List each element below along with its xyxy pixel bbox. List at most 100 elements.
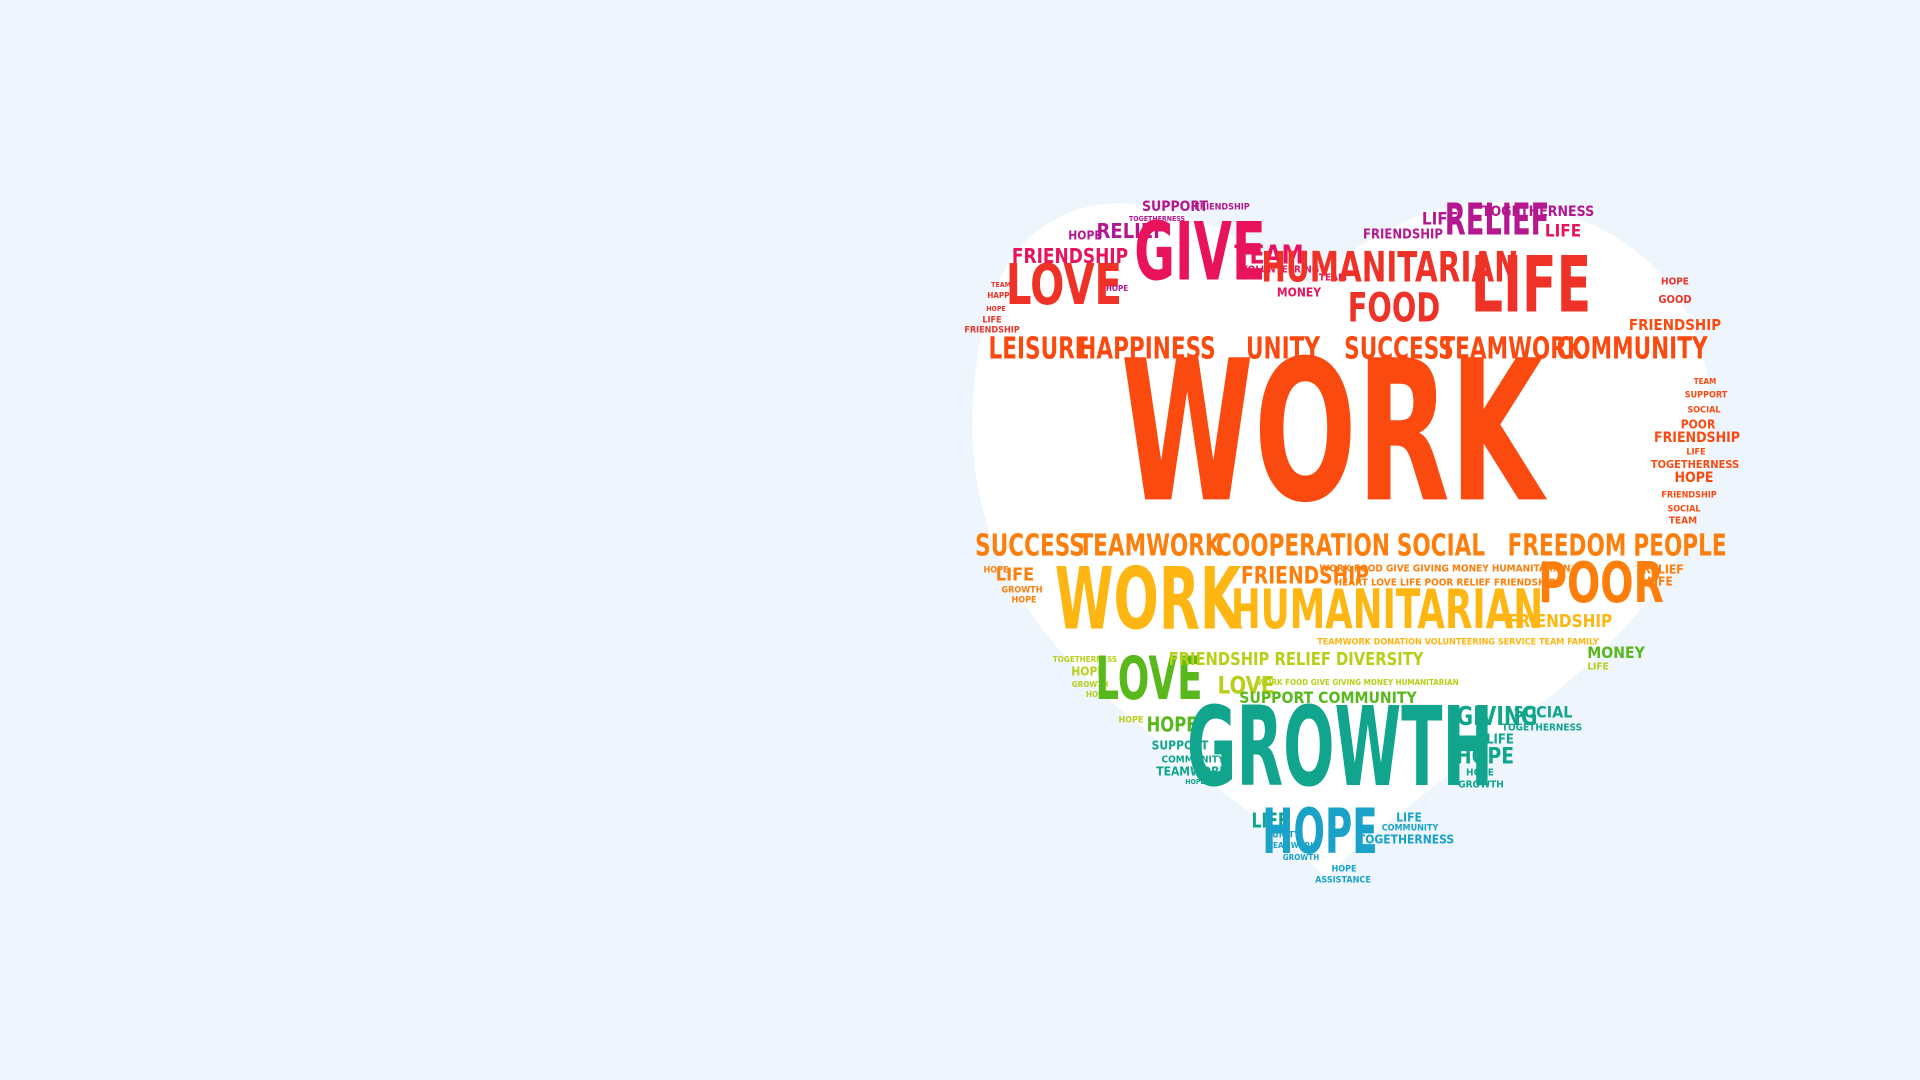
cloud-word-friendship: FRIENDSHIP — [1508, 610, 1613, 632]
cloud-word-social: SOCIAL — [1667, 504, 1701, 515]
cloud-word-hope: HOPE — [1262, 797, 1377, 869]
cloud-word-work: WORK FOOD GIVE GIVING MONEY HUMANITARIAN — [1319, 563, 1570, 575]
cloud-word-give: GIVE — [1134, 205, 1265, 299]
cloud-word-team: TEAM — [1319, 272, 1347, 284]
cloud-word-growth: GROWTH — [1283, 853, 1319, 862]
cloud-word-food: FOOD — [1348, 286, 1441, 332]
cloud-word-teamwork: TEAMWORK DONATION VOLUNTEERING SERVICE T… — [1317, 637, 1599, 648]
cloud-word-friendship: FRIENDSHIP — [1012, 246, 1128, 269]
cloud-word-success: SUCCESS — [1344, 332, 1454, 366]
cloud-word-growth: GROWTH — [1187, 684, 1493, 812]
cloud-word-friendship: FRIENDSHIP — [1661, 490, 1716, 501]
cloud-word-life: LIFE — [1545, 221, 1581, 241]
cloud-word-hope: HOPE — [1147, 714, 1198, 737]
cloud-word-volunteering: VOLUNTEERING — [1241, 264, 1319, 276]
cloud-word-friendship: FRIENDSHIP — [964, 325, 1019, 336]
cloud-word-togetherness: TOGETHERNESS — [1358, 832, 1454, 847]
cloud-word-poor: POOR — [1538, 551, 1664, 616]
cloud-word-growth: GROWTH — [1458, 779, 1504, 791]
cloud-word-social: SOCIAL — [1514, 703, 1573, 722]
cloud-word-giving: GIVING — [1457, 702, 1538, 732]
cloud-word-unity: UNITY — [1246, 332, 1321, 366]
cloud-word-love: LOVE — [1218, 673, 1275, 700]
cloud-word-hope: HOPE — [1456, 743, 1514, 769]
cloud-word-team: TEAM — [991, 281, 1011, 289]
cloud-word-hope: HOPE — [1106, 284, 1128, 293]
cloud-word-life: LIFE — [1647, 574, 1673, 589]
cloud-word-teamwork: TEAMWORK — [1078, 529, 1223, 563]
cloud-word-growth: GROWTH — [1072, 680, 1108, 689]
cloud-word-life: LIFE — [996, 564, 1034, 585]
cloud-word-life: LIFE — [1587, 661, 1608, 673]
cloud-word-friendship: FRIENDSHIP — [1194, 202, 1249, 213]
cloud-word-hope: HOPE — [986, 305, 1006, 313]
cloud-word-hope: HOPE — [1118, 715, 1143, 726]
cloud-word-friendship: FRIENDSHIP — [1629, 318, 1721, 335]
cloud-word-hope: HOPE — [1674, 471, 1713, 487]
cloud-word-support: SUPPORT — [1685, 390, 1728, 401]
cloud-word-hope: HOPE — [1331, 864, 1356, 875]
cloud-word-team: TEAM — [1669, 515, 1697, 527]
cloud-word-teamwork: TEAMWORK — [1156, 764, 1229, 779]
cloud-word-support: SUPPORT — [1142, 200, 1208, 216]
cloud-word-life: LIFE — [1686, 447, 1705, 458]
word-layer: SUPPORTFRIENDSHIPTOGETHERNESSHOPERELIEFG… — [964, 194, 1740, 886]
cloud-word-hope: HOPE — [983, 565, 1008, 576]
cloud-word-people: PEOPLE — [1633, 529, 1726, 563]
cloud-word-community: COMMUNITY — [1382, 823, 1439, 834]
cloud-word-teamwork: TEAMWORK — [1268, 841, 1317, 850]
cloud-word-money: MONEY — [1277, 285, 1322, 300]
cloud-word-life: LIFE — [1396, 810, 1422, 825]
cloud-word-good: GOOD — [1658, 294, 1691, 307]
cloud-word-cooperation: COOPERATION — [1216, 529, 1390, 563]
cloud-word-togetherness: TOGETHERNESS — [1053, 655, 1117, 664]
cloud-word-hope: HOPE — [1068, 228, 1101, 243]
cloud-word-friendship: FRIENDSHIP RELIEF DIVERSITY — [1169, 649, 1425, 670]
cloud-word-support: SUPPORT COMMUNITY — [1239, 688, 1417, 707]
cloud-word-happiness: HAPPINESS — [1078, 332, 1215, 366]
cloud-word-togetherness: TOGETHERNESS — [1482, 205, 1594, 221]
cloud-word-relief: RELIEF — [1445, 194, 1549, 246]
cloud-word-hope: HOPE — [1071, 664, 1104, 679]
cloud-word-friendship: FRIENDSHIP — [1654, 431, 1740, 447]
cloud-word-social: SOCIAL — [1687, 405, 1721, 416]
cloud-word-team: TEAM — [1234, 240, 1303, 270]
cloud-word-assistance: ASSISTANCE — [1315, 875, 1371, 886]
cloud-word-poor: POOR — [1681, 417, 1716, 432]
cloud-word-friendship: FRIENDSHIP — [1241, 563, 1369, 591]
cloud-word-hope: HOPE — [1466, 767, 1494, 779]
cloud-word-community: COMMUNITY — [1162, 754, 1225, 766]
cloud-word-work: WORK FOOD GIVE GIVING MONEY HUMANITARIAN — [1257, 678, 1458, 687]
heart-shape — [972, 201, 1711, 879]
cloud-word-togetherness: TOGETHERNESS — [1651, 459, 1739, 472]
cloud-word-happy: HAPPY — [987, 291, 1015, 300]
cloud-word-leisure: LEISURE — [989, 332, 1090, 366]
cloud-word-friendship: FRIENDSHIP — [1363, 227, 1443, 242]
cloud-word-humanitarian: HUMANITARIAN — [1231, 578, 1543, 641]
cloud-word-love: LOVE — [1095, 644, 1202, 714]
cloud-word-relief: RELIEF — [1097, 220, 1166, 243]
cloud-word-support: SUPPORT — [1152, 738, 1209, 753]
cloud-word-life: LIFE — [1422, 209, 1458, 229]
cloud-word-success: SUCCESS — [975, 529, 1085, 563]
cloud-word-togetherness: TOGETHERNESS — [1502, 722, 1582, 734]
cloud-word-life: LIFE — [982, 315, 1001, 326]
cloud-word-team: TEAM — [1694, 377, 1717, 386]
cloud-word-teamwork: TEAMWORK — [1440, 332, 1585, 366]
cloud-word-hope: HOPE — [1661, 276, 1689, 288]
cloud-word-life: LIFE — [1486, 732, 1514, 747]
cloud-word-freedom: FREEDOM — [1508, 529, 1627, 563]
cloud-word-hope: HOPE — [1185, 778, 1205, 786]
cloud-word-hope: HOPE — [1086, 690, 1108, 699]
cloud-word-relief: RELIEF — [1642, 562, 1683, 577]
cloud-word-life: LIFE — [1471, 239, 1591, 330]
cloud-word-humanitarian: HUMANITARIAN — [1261, 242, 1518, 292]
cloud-word-community: COMMUNITY — [1556, 332, 1708, 366]
cloud-word-work: WORK — [1055, 549, 1243, 649]
cloud-word-work: WORK — [1121, 319, 1548, 546]
cloud-word-unity: UNITY — [1272, 830, 1300, 841]
cloud-word-growth: GROWTH — [1002, 585, 1043, 596]
cloud-word-hope: HOPE — [1011, 595, 1036, 606]
cloud-word-life: LIFE — [1251, 810, 1288, 833]
